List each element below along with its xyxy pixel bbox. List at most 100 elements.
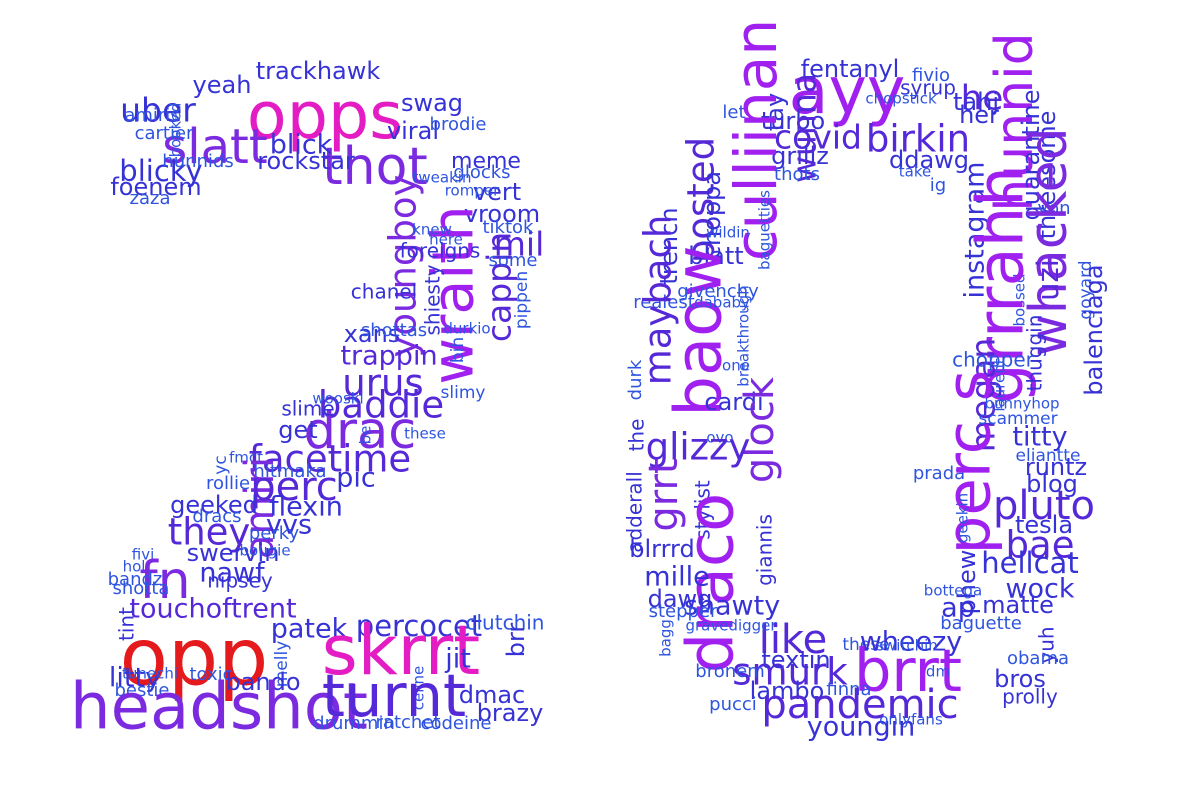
word-bandz: bandz: [108, 569, 163, 590]
word-yeah: yeah: [193, 71, 252, 99]
word-drac: drac: [304, 402, 417, 461]
word-syrup: syrup: [900, 76, 956, 100]
word-chanel: chanel: [351, 280, 417, 304]
word-wunna: wunna: [785, 73, 824, 183]
word-dmac: dmac: [459, 681, 526, 709]
word-trench: trench: [655, 207, 683, 284]
word-opps: opps: [247, 79, 403, 154]
word-chopper: chopper: [952, 348, 1035, 372]
word-pippen: pippen: [512, 271, 532, 329]
word-ayy: ayy: [789, 54, 906, 129]
word-dababy: dababy: [694, 294, 750, 312]
word-slatt: slatt: [162, 119, 267, 175]
word-ig: ig: [930, 175, 946, 196]
word-baguetties: baguetties: [756, 190, 774, 270]
word-opp: opp: [120, 611, 269, 703]
word-youngin: youngin: [807, 712, 915, 743]
word-tay: tay: [761, 93, 789, 131]
word-smurk: smurk: [732, 651, 848, 694]
word-turnt: turnt: [322, 661, 466, 730]
word-bossed: bossed: [1011, 273, 1029, 326]
word-textin: textin: [761, 646, 830, 674]
word-bottega: bottega: [924, 582, 982, 600]
word-codeine: codeine: [421, 713, 492, 734]
word-he: he: [961, 79, 1003, 119]
word-thuggin: thuggin: [1023, 315, 1047, 392]
word-realest: realest: [633, 292, 695, 313]
word-scammer: scammer: [978, 409, 1057, 429]
word-tunechi: tunechi: [122, 665, 178, 683]
word-percocet: percocet: [356, 609, 482, 643]
word-turbo: turbo: [761, 107, 825, 135]
word-pandemic: pandemic: [761, 682, 958, 728]
word-trackhawk: trackhawk: [256, 57, 381, 85]
word-bronem: bronem: [695, 661, 764, 682]
word-geeked: geeked: [170, 491, 258, 519]
word-yuh: yuh: [1035, 626, 1059, 663]
word-drummin: drummin: [313, 713, 395, 734]
word-meme: meme: [451, 149, 521, 174]
word-celine: celine: [410, 666, 428, 711]
word-phew: phew: [953, 550, 981, 615]
word-quarantine: quarantine: [1017, 90, 1045, 221]
word-stepper: stepper: [649, 601, 718, 622]
word-adderall: adderall: [623, 471, 647, 553]
word-mille: mille: [644, 562, 709, 593]
word-perky: perky: [249, 523, 300, 544]
word-these: these: [842, 635, 889, 655]
word-one: one: [722, 357, 750, 375]
word-viral: viral: [387, 117, 439, 145]
word-runtz: runtz: [1025, 453, 1087, 481]
word-booked: booked: [167, 103, 185, 158]
word-tesla: tesla: [1015, 511, 1073, 539]
word-brr: brr: [502, 623, 530, 658]
word-nawf: nawf: [199, 558, 266, 589]
word-fmct: fmct: [229, 449, 263, 467]
word-dracs: dracs: [192, 506, 241, 527]
word-culliinan: culliinan: [722, 19, 790, 261]
word-touchoftrent: touchoftrent: [129, 594, 296, 625]
word-pic: pic: [336, 463, 376, 494]
word-instagram: instagram: [960, 162, 991, 299]
word-wooski: wooski: [312, 390, 363, 408]
word-swervin: swervin: [187, 539, 280, 567]
word-grrt: grrt: [641, 458, 687, 531]
word-ap: ap: [941, 593, 975, 624]
word-ddawg: ddawg: [889, 146, 969, 174]
word-blatt: blatt: [688, 242, 743, 270]
word-draco: draco: [675, 493, 749, 674]
word-get: get: [278, 416, 317, 444]
word-fivio: fivio: [912, 65, 950, 86]
word-shawty: shawty: [684, 591, 780, 622]
word-perc: perc: [250, 464, 338, 510]
word-slime: slime: [281, 397, 334, 421]
word-threesome: threesome: [1033, 111, 1061, 240]
word-hol: hol: [123, 558, 146, 576]
word-these: these: [404, 425, 446, 443]
word-knew: knew: [412, 221, 452, 239]
word-tiktok: tiktok: [483, 217, 535, 238]
word-toxic: toxic: [189, 664, 232, 685]
word-posted: posted: [680, 137, 723, 263]
word-brodie: brodie: [430, 114, 487, 135]
word-prada: prada: [913, 463, 965, 484]
word-perc-s: perc s: [934, 370, 1005, 555]
word-blog: blog: [1026, 470, 1078, 498]
word-choppa: choppa: [698, 171, 726, 259]
word-eliantte: eliantte: [1016, 446, 1081, 466]
word-nipsey: nipsey: [207, 569, 273, 593]
word-some: some: [489, 250, 538, 271]
word-they: they: [168, 511, 251, 554]
word-let: let: [722, 102, 745, 123]
word-baow: baow: [663, 245, 737, 416]
word-durkio: durkio: [443, 320, 490, 338]
word-cartier: cartier: [135, 123, 194, 144]
word-cappin: cappin: [480, 232, 519, 342]
word-finna: finna: [826, 679, 871, 700]
word-hunnids: hunnids: [162, 151, 233, 172]
word-hitmaka: hitmaka: [253, 461, 326, 482]
word-brazy: brazy: [477, 699, 544, 727]
word-foreigns: foreigns: [400, 239, 481, 263]
word-gravedigger: gravedigger: [685, 617, 777, 635]
